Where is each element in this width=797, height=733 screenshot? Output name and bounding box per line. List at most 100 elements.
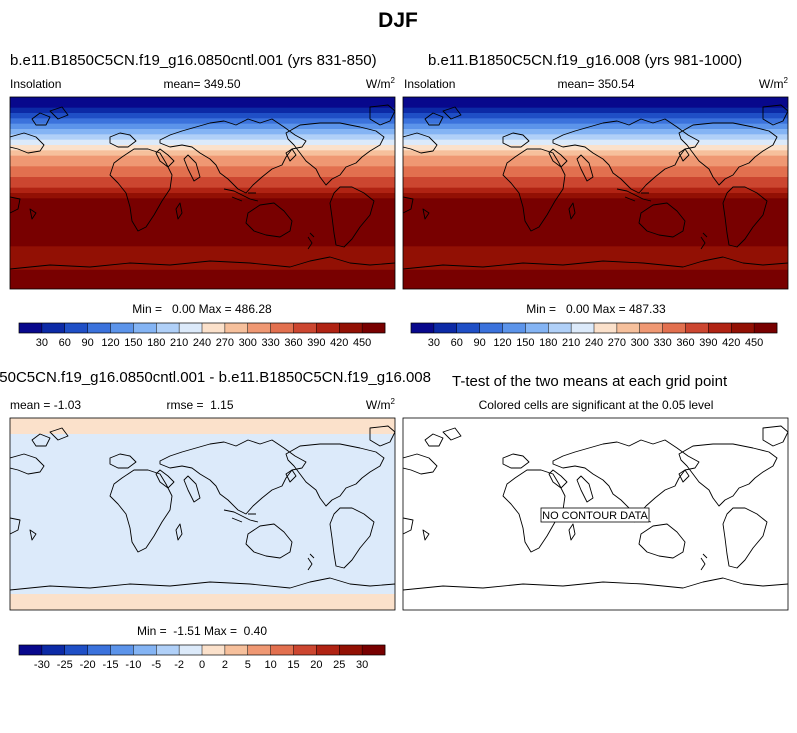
lat-band-13: [10, 177, 395, 189]
lat-band-12: [10, 166, 395, 178]
colorbar-tick-label: 420: [330, 337, 348, 349]
colorbar-swatch-0: [19, 323, 43, 333]
colorbar-swatch-8: [594, 323, 618, 333]
colorbar-tick-label: 30: [356, 659, 368, 671]
colorbar-swatch-3: [479, 323, 503, 333]
colorbar-swatch-9: [616, 323, 641, 333]
colorbar-tick-label: -5: [151, 659, 161, 671]
colorbar-swatch-4: [110, 645, 134, 655]
colorbar-swatch-10: [247, 323, 271, 333]
lat-band-9: [403, 150, 788, 157]
lat-band-5: [403, 129, 788, 135]
lat-band-14: [403, 187, 788, 194]
colorbar-swatch-7: [179, 323, 203, 333]
lat-band-4: [403, 123, 788, 130]
colorbar-swatch-2: [64, 645, 88, 655]
lat-band-10: [403, 155, 788, 162]
colorbar-swatch-13: [316, 323, 340, 333]
colorbar-swatch-9: [224, 323, 249, 333]
no-contour-data-box: [540, 507, 650, 523]
colorbar-swatch-6: [156, 645, 180, 655]
colorbar-tick-label: 270: [608, 337, 626, 349]
lat-band-3: [403, 118, 788, 125]
colorbar-tick-label: 20: [310, 659, 322, 671]
panel1-units: W/m2: [366, 76, 396, 91]
colorbar-swatch-11: [662, 323, 686, 333]
panel3-colorbar: -30 -25 -20 -15 -10 -5 -2 0 2 5 10 15 20 25 30: [18, 644, 386, 671]
colorbar-tick-label: 25: [333, 659, 345, 671]
colorbar-swatch-7: [179, 645, 203, 655]
panel2-colorbar: 30 60 90 120 150 180 210 240 270 300 330 360 390 420 4…: [410, 322, 778, 349]
lat-band-15: [10, 193, 395, 199]
panel3-map: [9, 417, 396, 611]
panel2-mean-label: mean= 350.54: [557, 77, 634, 91]
colorbar-tick-label: 30: [36, 337, 48, 349]
colorbar-swatch-13: [708, 323, 732, 333]
colorbar-tick-label: 240: [193, 337, 211, 349]
panel1-colorbar: 30 60 90 120 150 180 210 240 270 300 330 360 390 420 4…: [18, 322, 386, 349]
colorbar-swatch-0: [411, 323, 435, 333]
colorbar-tick-label: -25: [57, 659, 73, 671]
lat-band-6: [10, 134, 395, 141]
colorbar-tick-label: 360: [284, 337, 302, 349]
colorbar-tick-label: 330: [261, 337, 279, 349]
lat-band-10: [10, 155, 395, 162]
lat-band-20: [10, 269, 395, 289]
colorbar-tick-label: 390: [307, 337, 325, 349]
lat-band-14: [10, 187, 395, 194]
panel3-title-wrap: b.e11.B1850C5CN.f19_g16.0850cntl.001 - b…: [0, 368, 452, 390]
colorbar-tick-label: 330: [653, 337, 671, 349]
lat-band-15: [403, 193, 788, 199]
colorbar-swatch-11: [270, 323, 294, 333]
lat-band-11: [10, 161, 395, 167]
map-frame: [9, 417, 396, 611]
colorbar-tick-label: -20: [80, 659, 96, 671]
colorbar-tick-label: 300: [631, 337, 649, 349]
panel1-map: [9, 96, 396, 290]
colorbar-swatch-15: [362, 645, 386, 655]
panel2-variable-label: Insolation: [404, 77, 455, 91]
lat-band-3: [10, 118, 395, 125]
colorbar-swatch-5: [133, 323, 157, 333]
lat-band-8: [10, 145, 395, 151]
figure-title: DJF: [378, 9, 418, 32]
colorbar-swatch-1: [433, 323, 458, 333]
colorbar-swatch-14: [339, 645, 363, 655]
panel3-title: b.e11.B1850C5CN.f19_g16.0850cntl.001 - b…: [0, 369, 431, 386]
colorbar-tick-label: 60: [451, 337, 463, 349]
lat-band-18: [10, 246, 395, 258]
colorbar-swatch-10: [639, 323, 663, 333]
colorbar-tick-label: -15: [103, 659, 119, 671]
colorbar-swatch-7: [571, 323, 595, 333]
colorbar-swatch-12: [685, 323, 709, 333]
panel1-variable-label: Insolation: [10, 77, 61, 91]
lat-band-20: [403, 269, 788, 289]
colorbar-tick-label: 90: [82, 337, 94, 349]
colorbar-tick-label: 450: [745, 337, 763, 349]
colorbar-swatch-2: [64, 323, 88, 333]
lat-band-17: [403, 235, 788, 247]
colorbar-tick-label: -2: [174, 659, 184, 671]
colorbar-swatch-6: [548, 323, 572, 333]
lat-band-4: [10, 123, 395, 130]
colorbar-swatch-4: [110, 323, 134, 333]
lat-band-2: [10, 594, 395, 610]
lat-band-1: [403, 107, 788, 114]
colorbar-tick-label: 150: [124, 337, 142, 349]
colorbar-tick-label: 15: [287, 659, 299, 671]
colorbar-swatch-14: [339, 323, 363, 333]
colorbar-swatch-11: [270, 645, 294, 655]
lat-band-16: [403, 198, 788, 237]
panel3-stats: Min = -1.51 Max = 0.40: [137, 624, 267, 638]
colorbar-swatch-15: [362, 323, 386, 333]
lat-band-9: [10, 150, 395, 157]
colorbar-swatch-12: [293, 645, 317, 655]
colorbar-tick-label: 5: [245, 659, 251, 671]
colorbar-tick-label: 360: [676, 337, 694, 349]
lat-band-5: [10, 129, 395, 135]
lat-band-19: [10, 257, 395, 271]
colorbar-tick-label: -10: [125, 659, 141, 671]
colorbar-tick-label: 210: [562, 337, 580, 349]
panel2-stats: Min = 0.00 Max = 487.33: [526, 302, 666, 316]
